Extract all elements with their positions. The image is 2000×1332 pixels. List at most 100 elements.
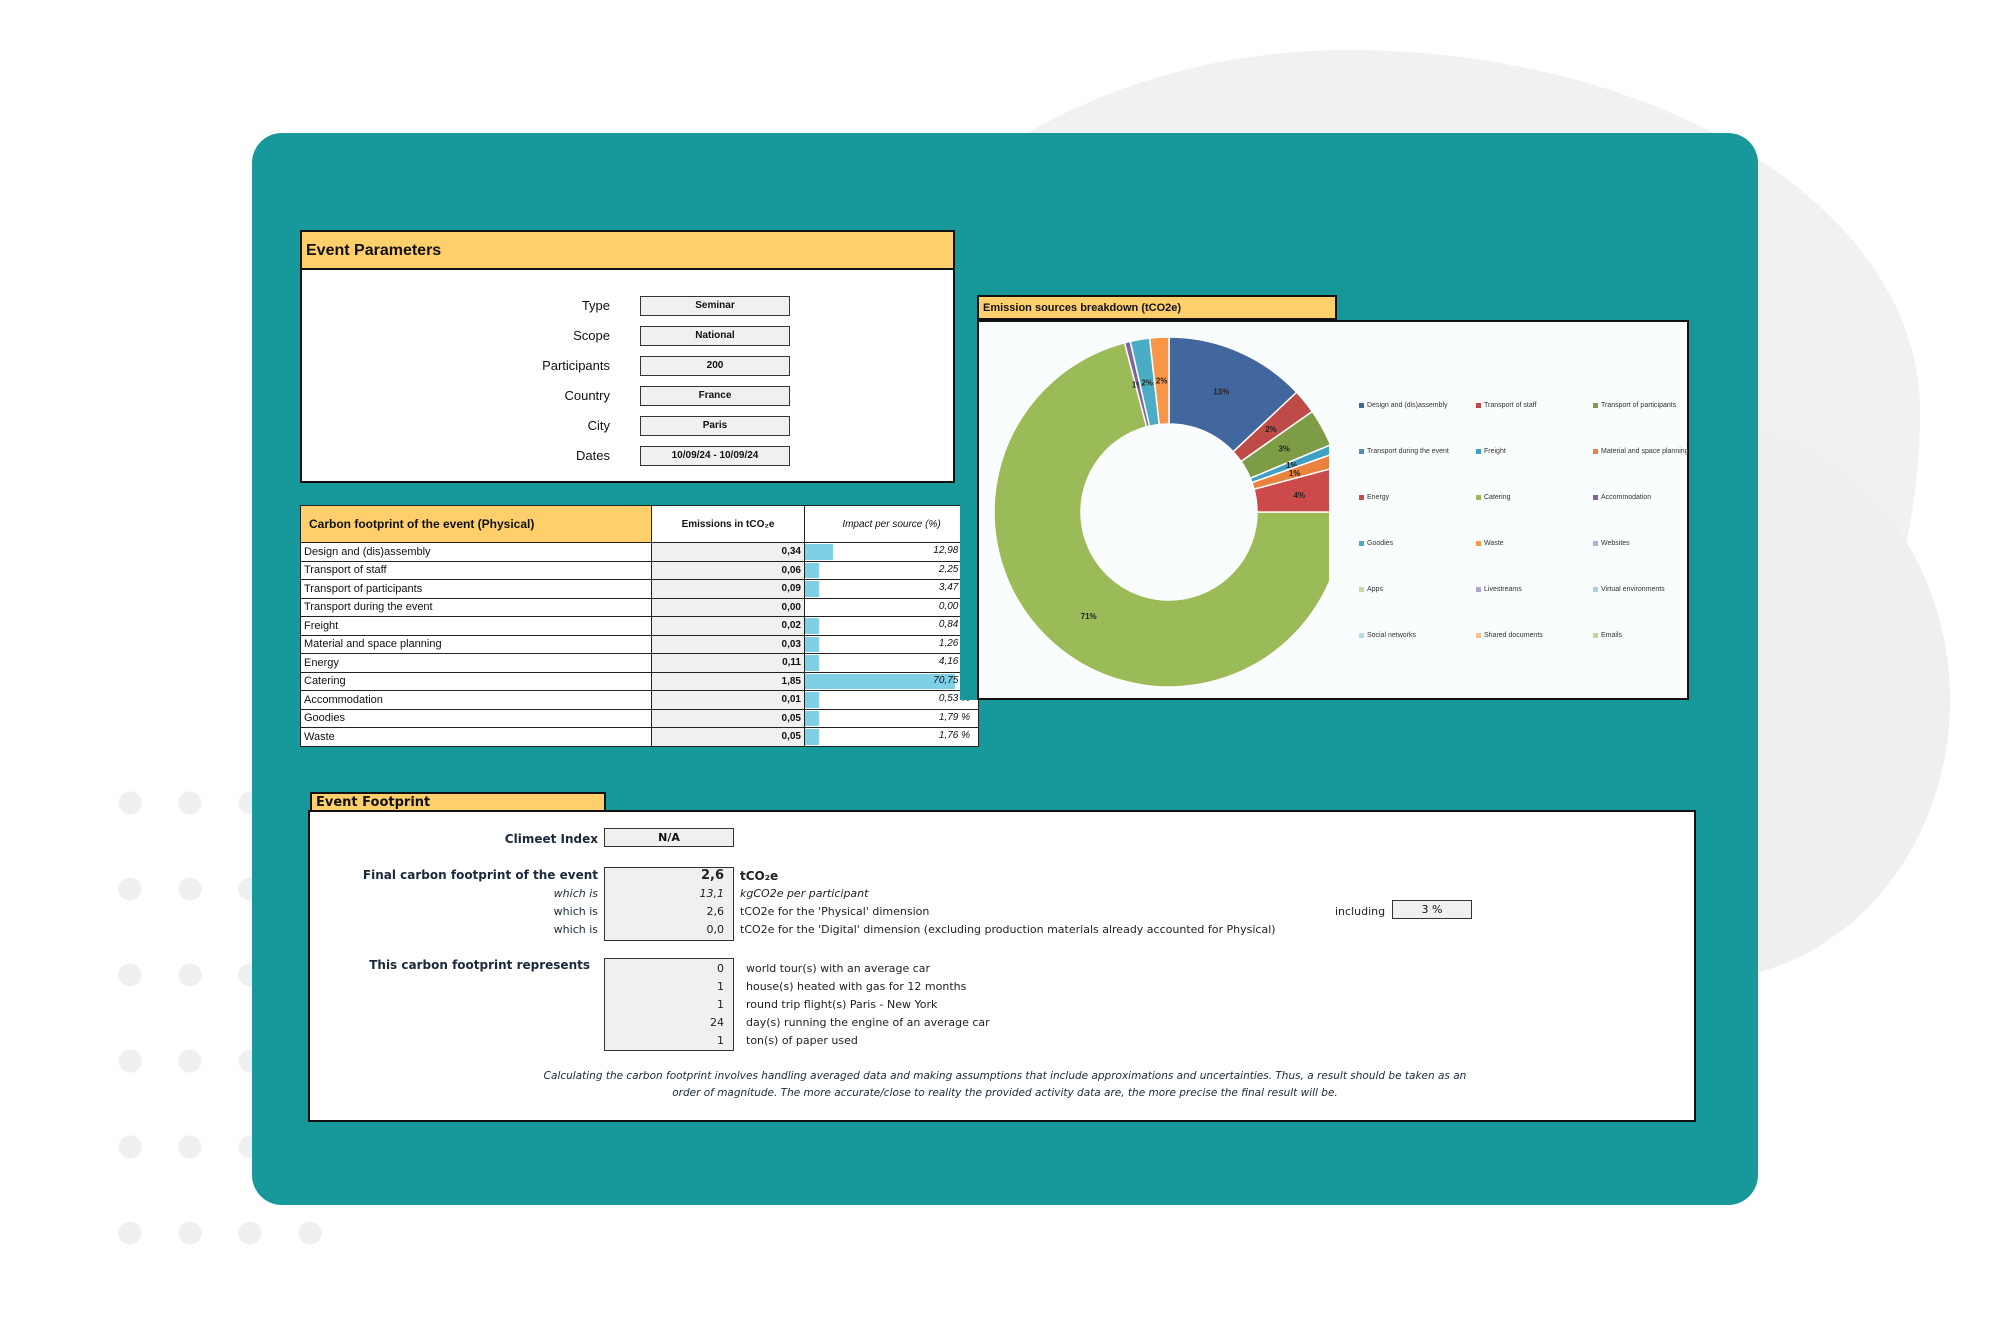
- source-emissions: 0,01: [651, 690, 805, 710]
- param-value-scope[interactable]: National: [640, 326, 790, 346]
- legend-item: Emails: [1593, 632, 1622, 639]
- equivalent-value: 1: [717, 1034, 724, 1047]
- equivalent-text: house(s) heated with gas for 12 months: [746, 980, 967, 993]
- event-parameters-title: Event Parameters: [306, 242, 442, 259]
- source-impact: 4,16 %: [804, 653, 979, 673]
- impact-percent: 3,47 %: [938, 582, 970, 593]
- param-value-type[interactable]: Seminar: [640, 296, 790, 316]
- source-name: Waste: [300, 727, 652, 747]
- source-impact: 3,47 %: [804, 579, 979, 599]
- donut-data-label: 71%: [1081, 612, 1097, 621]
- chart-title: Emission sources breakdown (tCO2e): [983, 302, 1182, 314]
- footprint-title: Event Footprint: [316, 795, 431, 810]
- carbon-footprint-table: Carbon footprint of the event (Physical)…: [300, 505, 979, 747]
- legend-label: Waste: [1484, 540, 1504, 547]
- param-value-participants[interactable]: 200: [640, 356, 790, 376]
- legend-item: Catering: [1476, 494, 1510, 501]
- which-is-label-2: which is: [553, 905, 598, 918]
- legend-swatch: [1359, 540, 1364, 546]
- table-row: Transport of staff 0,06 2,25 %: [300, 560, 979, 580]
- source-emissions: 0,34: [651, 542, 805, 562]
- legend-label: Material and space planning: [1601, 448, 1689, 455]
- legend-label: Transport of participants: [1601, 402, 1677, 409]
- chart-box: 13% 2% 3% 1% 1% 4% 71% 1% 2% 2% Design and (dis)a…: [977, 320, 1689, 700]
- footprint-box: Climeet Index N/A Final carbon footprint…: [308, 810, 1696, 1122]
- impact-percent: 1,26 %: [938, 637, 970, 649]
- table-row: Waste 0,05 1,76 %: [300, 727, 979, 747]
- legend-item: Accommodation: [1593, 494, 1651, 501]
- legend-label: Emails: [1601, 632, 1623, 639]
- including-value: 3 %: [1392, 900, 1472, 919]
- impact-bar: [805, 581, 819, 597]
- table-row: Accommodation 0,01 0,53 %: [300, 690, 979, 710]
- param-value-city[interactable]: Paris: [640, 416, 790, 436]
- legend-label: Shared documents: [1484, 632, 1543, 639]
- legend-swatch: [1359, 448, 1364, 454]
- param-label-dates: Dates: [576, 448, 610, 463]
- disclaimer-line-2: order of magnitude. The more accurate/cl…: [672, 1087, 1338, 1099]
- donut-slice-catering: [993, 341, 1329, 688]
- source-name: Catering: [300, 671, 652, 691]
- source-emissions: 1,85: [651, 671, 805, 691]
- table-row: Material and space planning 0,03 1,26 %: [300, 634, 979, 654]
- source-name: Goodies: [300, 708, 652, 728]
- per-participant-unit: kgCO2e per participant: [740, 887, 869, 900]
- donut-data-label: 3%: [1278, 445, 1290, 454]
- physical-value: 2,6: [706, 905, 725, 918]
- legend-item: Waste: [1476, 540, 1504, 547]
- digital-unit: tCO2e for the 'Digital' dimension (exclu…: [740, 923, 1276, 936]
- source-impact: 70,75 %: [804, 671, 979, 691]
- impact-bar: [805, 544, 833, 560]
- source-impact: 0,00 %: [804, 597, 979, 617]
- which-is-label-1: which is: [553, 887, 598, 900]
- impact-percent: 0,00 %: [938, 600, 970, 612]
- param-value-dates[interactable]: 10/09/24 - 10/09/24: [640, 446, 790, 466]
- legend-item: Freight: [1476, 448, 1506, 455]
- legend-swatch: [1476, 494, 1481, 500]
- table-row: Energy 0,11 4,16 %: [300, 653, 979, 673]
- impact-bar: [805, 655, 819, 671]
- legend-swatch: [1359, 494, 1364, 500]
- source-emissions: 0,02: [651, 616, 805, 636]
- source-emissions: 0,05: [651, 727, 805, 747]
- legend-label: Goodies: [1367, 540, 1394, 547]
- param-label-participants: Participants: [542, 358, 610, 373]
- source-name: Accommodation: [300, 690, 652, 710]
- source-name: Transport during the event: [300, 597, 652, 617]
- legend-item: Design and (dis)assembly: [1359, 402, 1448, 409]
- final-footprint-value: 2,6: [700, 868, 724, 883]
- legend-item: Energy: [1359, 494, 1389, 501]
- legend-label: Apps: [1367, 586, 1383, 593]
- event-parameters-box: [300, 230, 955, 483]
- source-impact: 0,84 %: [804, 616, 979, 636]
- impact-bar: [805, 710, 819, 726]
- disclaimer: Calculating the carbon footprint involve…: [410, 1068, 1600, 1102]
- legend-swatch: [1476, 540, 1481, 546]
- impact-percent: 0,53 %: [938, 693, 970, 704]
- legend-swatch: [1359, 586, 1364, 592]
- legend-swatch: [1593, 494, 1598, 500]
- donut-data-label: 2%: [1156, 377, 1168, 386]
- legend-item: Virtual environments: [1593, 586, 1665, 593]
- legend-item: Social networks: [1359, 632, 1416, 639]
- source-name: Material and space planning: [300, 634, 652, 654]
- param-value-country[interactable]: France: [640, 386, 790, 406]
- impact-percent: 12,98 %: [933, 545, 970, 556]
- donut-chart: 13%2%3%1%1%4%71%1%2% 2%: [993, 336, 1329, 688]
- legend-label: Freight: [1484, 448, 1506, 455]
- table-row: Transport during the event 0,00 0,00 %: [300, 597, 979, 617]
- equivalent-value: 24: [710, 1016, 724, 1029]
- legend-item: Shared documents: [1476, 632, 1543, 639]
- legend-label: Accommodation: [1601, 494, 1652, 501]
- impact-bar: [805, 562, 819, 578]
- legend-item: Transport of staff: [1476, 402, 1537, 409]
- equivalent-text: round trip flight(s) Paris - New York: [746, 998, 938, 1011]
- equivalent-value: 0: [717, 962, 724, 975]
- legend-label: Virtual environments: [1601, 586, 1665, 593]
- donut-data-label: 1%: [1286, 461, 1298, 470]
- param-label-city: City: [587, 418, 610, 433]
- footprint-header: Event Footprint: [310, 792, 606, 812]
- event-parameters-header: Event Parameters: [300, 230, 955, 270]
- equivalent-value: 1: [717, 980, 724, 993]
- source-emissions: 0,11: [651, 653, 805, 673]
